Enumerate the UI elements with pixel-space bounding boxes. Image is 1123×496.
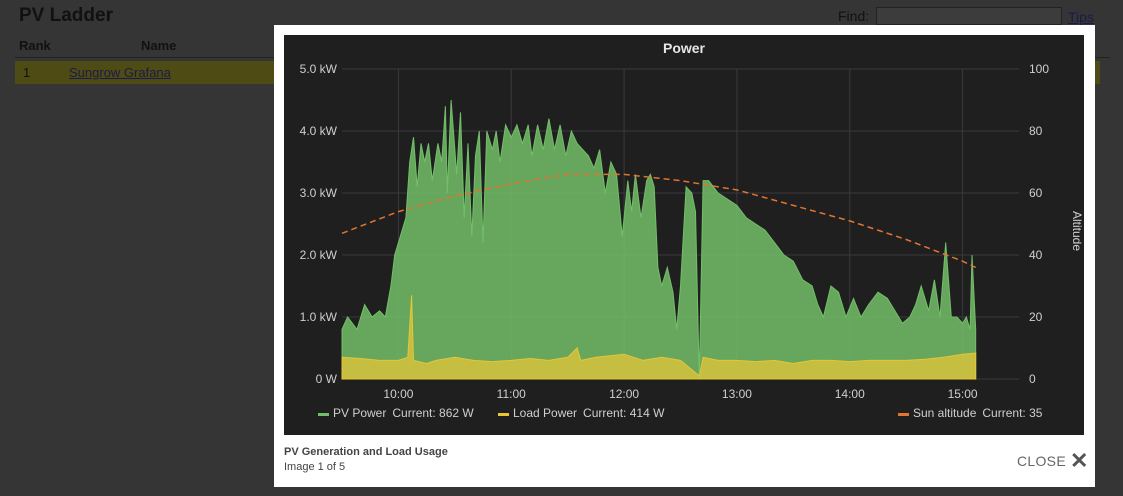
legend-series-value: Current: 414 W [583, 406, 665, 420]
chart-svg: Power 0 W1.0 kW2.0 kW3.0 kW4.0 kW5.0 kW0… [300, 40, 1084, 420]
legend-series-name: Sun altitude [913, 406, 977, 420]
series-area-pv-power [341, 99, 977, 380]
y-tick-label: 5.0 kW [300, 62, 338, 76]
caption-title: PV Generation and Load Usage [284, 446, 448, 458]
find-label: Find: [838, 8, 870, 24]
y2-tick-label: 80 [1029, 124, 1043, 138]
legend-series-name: PV Power [333, 406, 386, 420]
y2-tick-label: 0 [1029, 372, 1036, 386]
y-tick-label: 0 W [316, 372, 338, 386]
series-area-load-power [341, 295, 977, 380]
page-title: PV Ladder [19, 5, 113, 26]
right-axis-label: Altitude [1070, 211, 1084, 251]
legend-series-name: Load Power [513, 406, 577, 420]
row-rank: 1 [23, 65, 31, 80]
power-chart: Power 0 W 1.0 kW 2.0 kW 3.0 kW 4.0 kW 5.0 kW 0… [284, 35, 1084, 435]
legend-swatch [898, 413, 909, 416]
find-input[interactable] [876, 7, 1062, 25]
legend-swatch [498, 413, 509, 416]
y2-tick-label: 40 [1029, 248, 1043, 262]
y-tick-label: 3.0 kW [300, 186, 338, 200]
image-lightbox: Power 0 W 1.0 kW 2.0 kW 3.0 kW 4.0 kW 5.0 kW 0… [274, 25, 1095, 487]
legend-swatch [318, 413, 329, 416]
y2-tick-label: 100 [1029, 62, 1049, 76]
x-tick-label: 15:00 [948, 387, 978, 401]
chart-legend: PV Power Current: 862 W Load Power Current:… [318, 406, 1043, 420]
y-tick-label: 2.0 kW [300, 248, 338, 262]
y-tick-label: 1.0 kW [300, 310, 338, 324]
close-label: CLOSE [1017, 453, 1066, 469]
y-tick-label: 4.0 kW [300, 124, 338, 138]
close-button[interactable]: CLOSE ✕ [1017, 448, 1089, 473]
row-name-link[interactable]: Sungrow Grafana [69, 65, 171, 80]
image-counter: Image 1 of 5 [284, 461, 346, 473]
chart-title: Power [663, 40, 706, 56]
close-x-icon[interactable]: ✕ [1069, 448, 1089, 473]
column-header-name: Name [141, 38, 177, 53]
y2-tick-label: 20 [1029, 310, 1043, 324]
tips-link[interactable]: Tips [1068, 9, 1094, 25]
series-line-sun-altitude [341, 173, 977, 269]
chart-series [341, 99, 977, 380]
y2-tick-label: 60 [1029, 186, 1043, 200]
x-tick-label: 12:00 [609, 387, 639, 401]
x-tick-label: 11:00 [497, 387, 526, 401]
legend-series-value: Current: 35 [982, 406, 1042, 420]
x-tick-label: 13:00 [722, 387, 752, 401]
chart-axes: 0 W 1.0 kW 2.0 kW 3.0 kW 4.0 kW 5.0 kW 0 20 40 60… [300, 62, 1050, 401]
x-tick-label: 10:00 [383, 387, 413, 401]
legend-series-value: Current: 862 W [392, 406, 474, 420]
x-tick-label: 14:00 [835, 387, 865, 401]
column-header-rank: Rank [19, 38, 51, 53]
